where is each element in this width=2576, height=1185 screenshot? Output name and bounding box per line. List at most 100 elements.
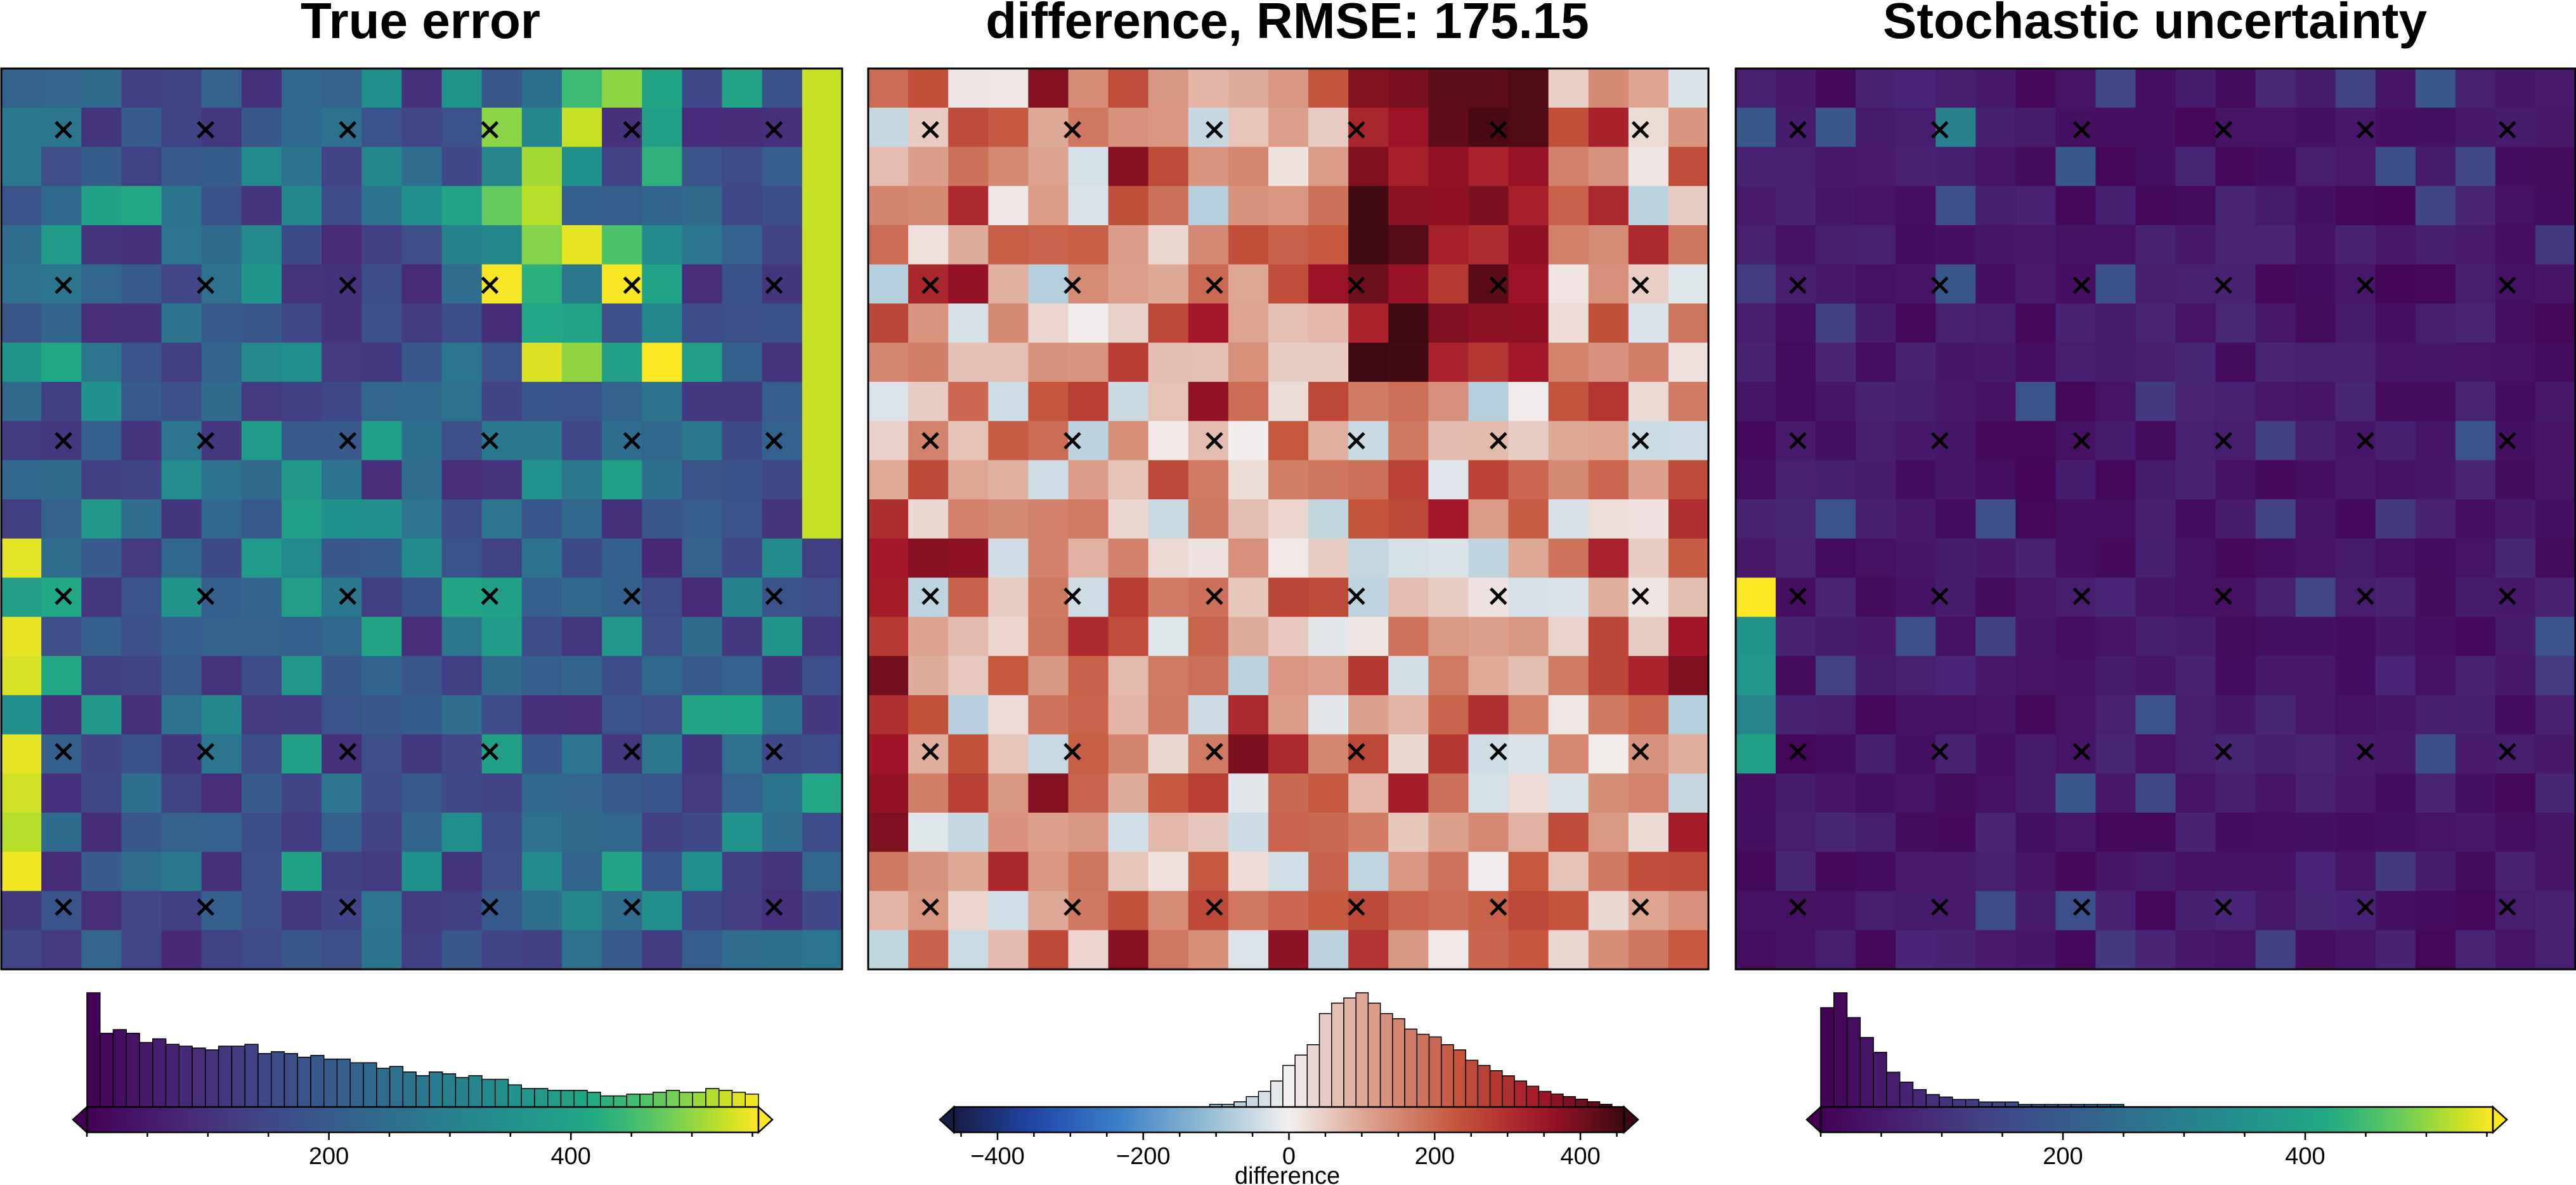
- heatmap-cell: [1428, 107, 1469, 148]
- heatmap-cell: [2335, 147, 2376, 187]
- x-marker: [1489, 898, 1507, 916]
- heatmap-cell: [1816, 538, 1856, 579]
- histogram-bar: [139, 1042, 153, 1108]
- heatmap-cell: [2095, 421, 2137, 461]
- heatmap-cell: [361, 69, 403, 108]
- heatmap-cell: [2455, 421, 2496, 461]
- heatmap-cell: [282, 421, 322, 461]
- heatmap-cell: [1068, 538, 1109, 579]
- heatmap-cell: [2255, 343, 2296, 383]
- heatmap-cell: [682, 69, 723, 108]
- heatmap-cell: [1108, 343, 1149, 383]
- heatmap-cell: [1896, 264, 1936, 304]
- heatmap-cell: [2415, 303, 2456, 343]
- heatmap-cell: [2215, 695, 2256, 735]
- heatmap-cell: [322, 538, 362, 579]
- heatmap-cell: [642, 225, 683, 265]
- heatmap-cell: [1508, 617, 1549, 657]
- heatmap-cell: [2295, 656, 2336, 696]
- x-marker: [1631, 431, 1649, 450]
- x-marker: [1789, 743, 1807, 761]
- heatmap-cell: [2415, 186, 2456, 226]
- x-marker: [623, 276, 641, 294]
- heatmap-cell: [1, 656, 42, 696]
- heatmap-cell: [2255, 69, 2296, 108]
- heatmap-cell: [2455, 656, 2496, 696]
- heatmap-cell: [562, 107, 602, 148]
- heatmap-cell: [1388, 930, 1429, 970]
- heatmap-cell: [441, 186, 483, 226]
- histogram-bar: [1899, 1082, 1914, 1108]
- heatmap-cell: [2495, 381, 2536, 422]
- heatmap-cell: [2295, 343, 2336, 383]
- heatmap-cell: [1588, 303, 1629, 343]
- heatmap-cell: [241, 147, 282, 187]
- x-marker: [197, 743, 214, 761]
- heatmap-cell: [2535, 421, 2576, 461]
- heatmap-cell: [2095, 617, 2137, 657]
- heatmap-cell: [988, 264, 1029, 304]
- heatmap-cell: [1628, 930, 1669, 970]
- x-marker: [1348, 743, 1365, 761]
- heatmap-cell: [602, 617, 642, 657]
- heatmap-cell: [762, 264, 803, 304]
- heatmap-cell: [2415, 656, 2456, 696]
- heatmap-cell: [2255, 264, 2296, 304]
- heatmap-cell: [1268, 264, 1309, 304]
- heatmap-cell: [1935, 773, 1976, 813]
- heatmap-cell: [2015, 225, 2056, 265]
- heatmap-cell: [2255, 656, 2296, 696]
- heatmap-cell: [81, 343, 122, 383]
- heatmap-cell: [1668, 538, 1709, 579]
- heatmap-cell: [521, 421, 563, 461]
- heatmap-cell: [2055, 186, 2097, 226]
- heatmap-cell: [682, 381, 723, 422]
- heatmap-cell: [2455, 891, 2496, 931]
- heatmap-cell: [1468, 186, 1509, 226]
- heatmap-cell: [1308, 186, 1349, 226]
- heatmap-cell: [2055, 930, 2097, 970]
- heatmap-cell: [1348, 695, 1389, 735]
- heatmap-cell: [1, 421, 42, 461]
- histogram-bar: [178, 1045, 193, 1108]
- heatmap-cell: [1348, 460, 1389, 500]
- heatmap-cell: [2215, 891, 2256, 931]
- heatmap-cell: [1, 773, 42, 813]
- heatmap-cell: [802, 813, 843, 853]
- heatmap-cell: [908, 460, 949, 500]
- heatmap-cell: [1896, 538, 1936, 579]
- heatmap-cell: [1468, 656, 1509, 696]
- heatmap-cell: [722, 69, 763, 108]
- heatmap-cell: [2415, 107, 2456, 148]
- heatmap-cell: [1148, 538, 1189, 579]
- heatmap-cell: [81, 460, 122, 500]
- histogram-bar: [1925, 1094, 1940, 1108]
- heatmap-cell: [1776, 617, 1816, 657]
- heatmap-cell: [161, 891, 202, 931]
- heatmap-cell: [1228, 460, 1269, 500]
- heatmap-cell: [161, 734, 202, 774]
- heatmap-cell: [602, 225, 642, 265]
- heatmap-cell: [1268, 813, 1309, 853]
- heatmap-cell: [1816, 891, 1856, 931]
- heatmap-cell: [1628, 695, 1669, 735]
- histogram-bar: [415, 1075, 430, 1108]
- histogram-bar: [165, 1044, 180, 1108]
- histogram-bar: [1952, 1099, 1967, 1108]
- heatmap-cell: [2095, 577, 2137, 617]
- heatmap-cell: [2535, 225, 2576, 265]
- heatmap-cell: [682, 225, 723, 265]
- heatmap-cell: [401, 617, 443, 657]
- histogram-bar: [244, 1044, 259, 1108]
- heatmap-cell: [41, 147, 82, 187]
- x-marker: [1489, 276, 1507, 294]
- heatmap-cell: [1068, 695, 1109, 735]
- heatmap-cell: [1428, 225, 1469, 265]
- heatmap-cell: [1508, 69, 1549, 108]
- heatmap-cell: [1508, 577, 1549, 617]
- heatmap-cell: [682, 538, 723, 579]
- heatmap-cell: [481, 147, 523, 187]
- histogram-bar: [1270, 1080, 1284, 1108]
- heatmap-cell: [682, 577, 723, 617]
